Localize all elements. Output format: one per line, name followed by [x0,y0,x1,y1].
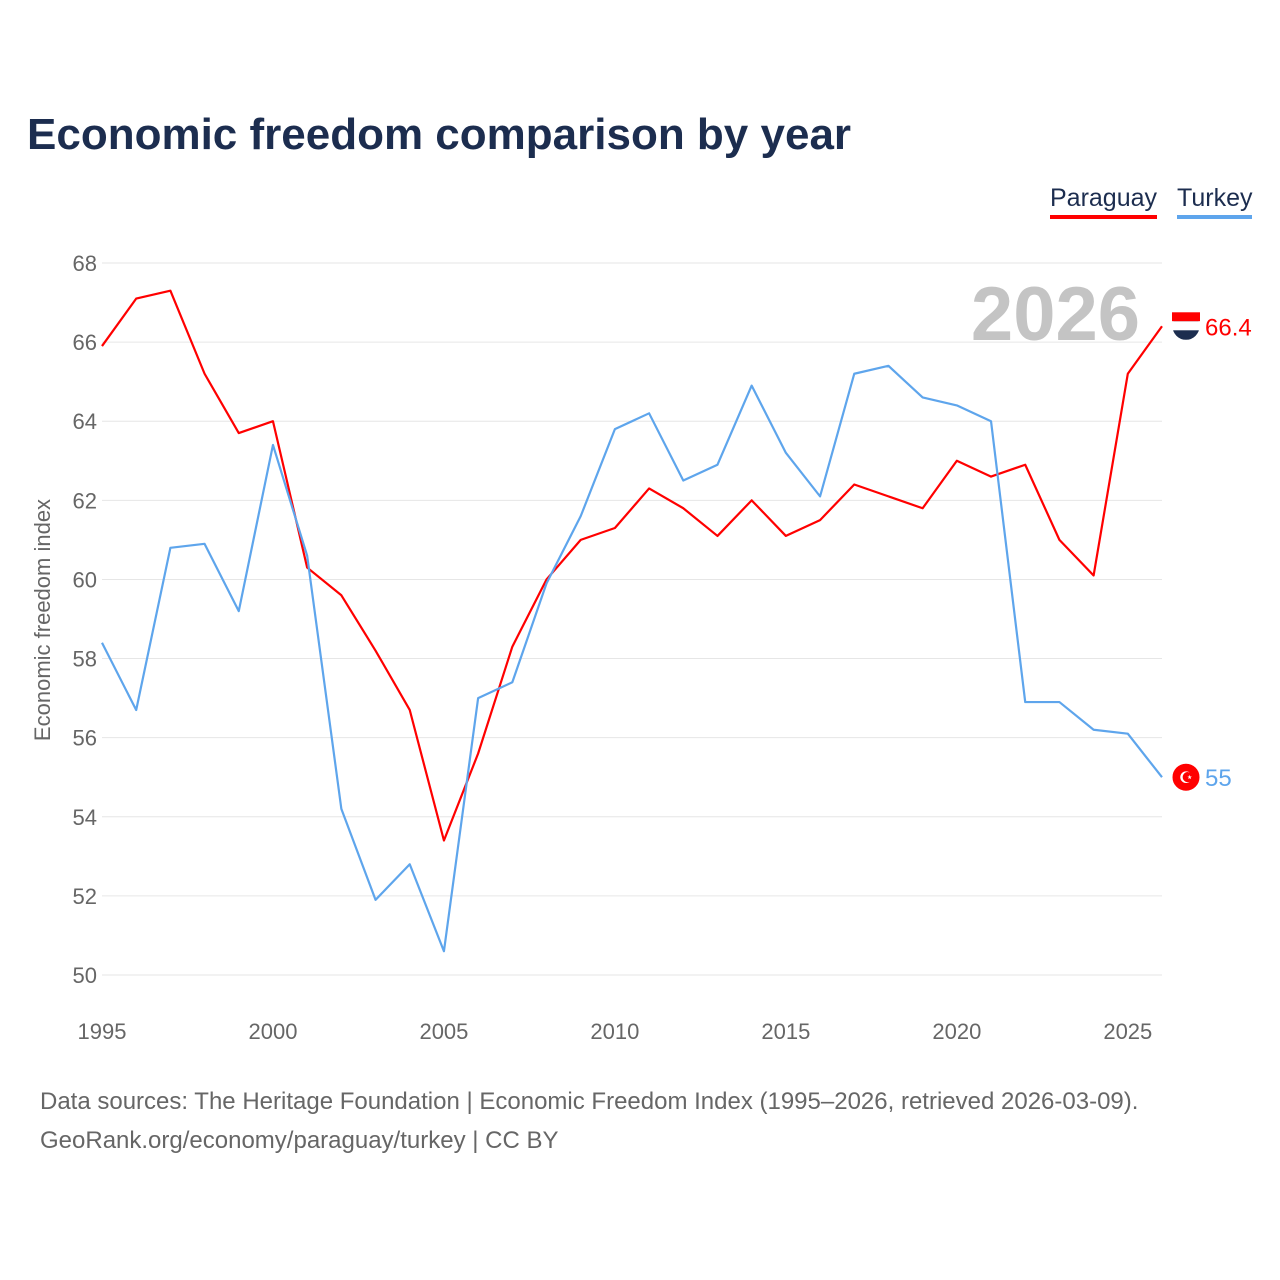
source-line: Data sources: The Heritage Foundation | … [40,1088,1139,1115]
y-tick-label: 52 [73,884,97,909]
y-tick-label: 58 [73,647,97,672]
y-tick-label: 68 [73,251,97,276]
x-tick-label: 2005 [419,1019,468,1044]
turkey-flag-icon [1171,762,1201,792]
y-tick-label: 62 [73,488,97,513]
end-label-turkey: 55 [1205,765,1232,792]
x-tick-label: 1995 [78,1019,127,1044]
y-tick-label: 64 [73,409,97,434]
flag-crescent: ☪ [1179,770,1193,787]
y-axis-label: Economic freedom index [30,499,55,741]
y-tick-label: 66 [73,330,97,355]
series-line-turkey [101,364,1163,953]
y-tick-label: 60 [73,567,97,592]
x-tick-label: 2010 [590,1019,639,1044]
flag-stripe [1172,321,1200,331]
y-tick-label: 50 [73,963,97,988]
series-line-paraguay [101,289,1163,842]
y-tick-label: 54 [73,805,97,830]
source-url: GeoRank.org/economy/paraguay/turkey | CC… [40,1127,559,1154]
legend-turkey[interactable]: Turkey [1177,184,1253,219]
page-title: Economic freedom comparison by year [27,110,852,159]
y-tick-label: 56 [73,726,97,751]
x-tick-label: 2020 [932,1019,981,1044]
end-label-paraguay: 66.4 [1205,314,1252,341]
year-watermark: 2026 [971,272,1140,357]
flag-stripe [1172,312,1200,322]
x-tick-label: 2000 [248,1019,297,1044]
x-tick-label: 2015 [761,1019,810,1044]
x-tick-label: 2025 [1103,1019,1152,1044]
legend-paraguay[interactable]: Paraguay [1050,184,1158,219]
